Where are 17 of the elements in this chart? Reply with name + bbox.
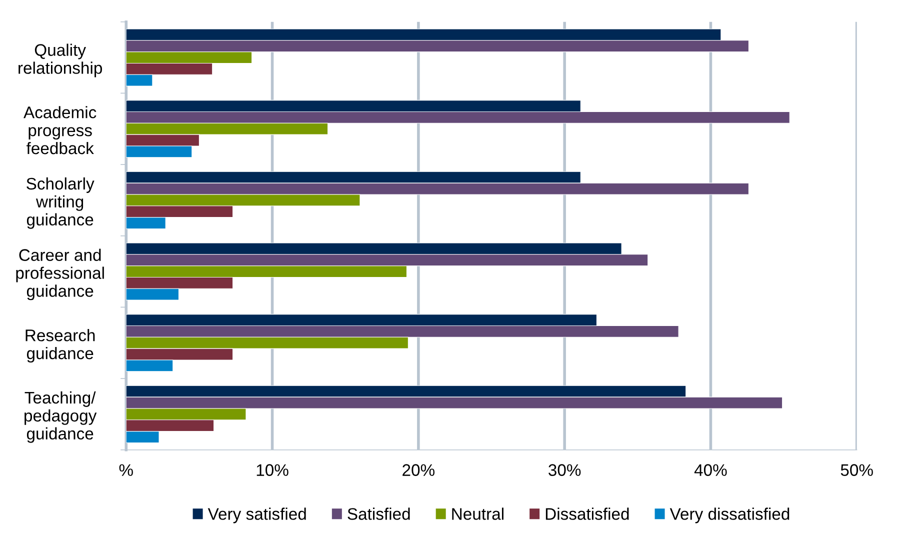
y-tick-label: Career and professional guidance [16,248,104,300]
legend-label: Very dissatisfied [670,508,790,524]
x-tick-label: 20% [402,464,435,476]
x-tick-label: 40% [694,464,727,476]
y-tick-label: Research guidance [26,329,95,363]
legend-label: Satisfied [348,508,410,520]
legend-label: Neutral [452,508,504,520]
x-tick-label: % [119,464,133,476]
x-tick-label: 10% [256,464,288,476]
y-tick-label: Academic progress feedback [24,106,96,154]
legend-label: Dissatisfied [546,508,629,520]
x-tick-label: 30% [548,464,581,476]
y-tick-label: Scholarly writing guidance [26,177,94,229]
x-tick-label: 50% [840,464,873,476]
legend-label: Very satisfied [208,508,306,524]
y-tick-label: Teaching/ pedagogy guidance [24,391,97,443]
y-tick-label: Quality relationship [18,44,102,78]
